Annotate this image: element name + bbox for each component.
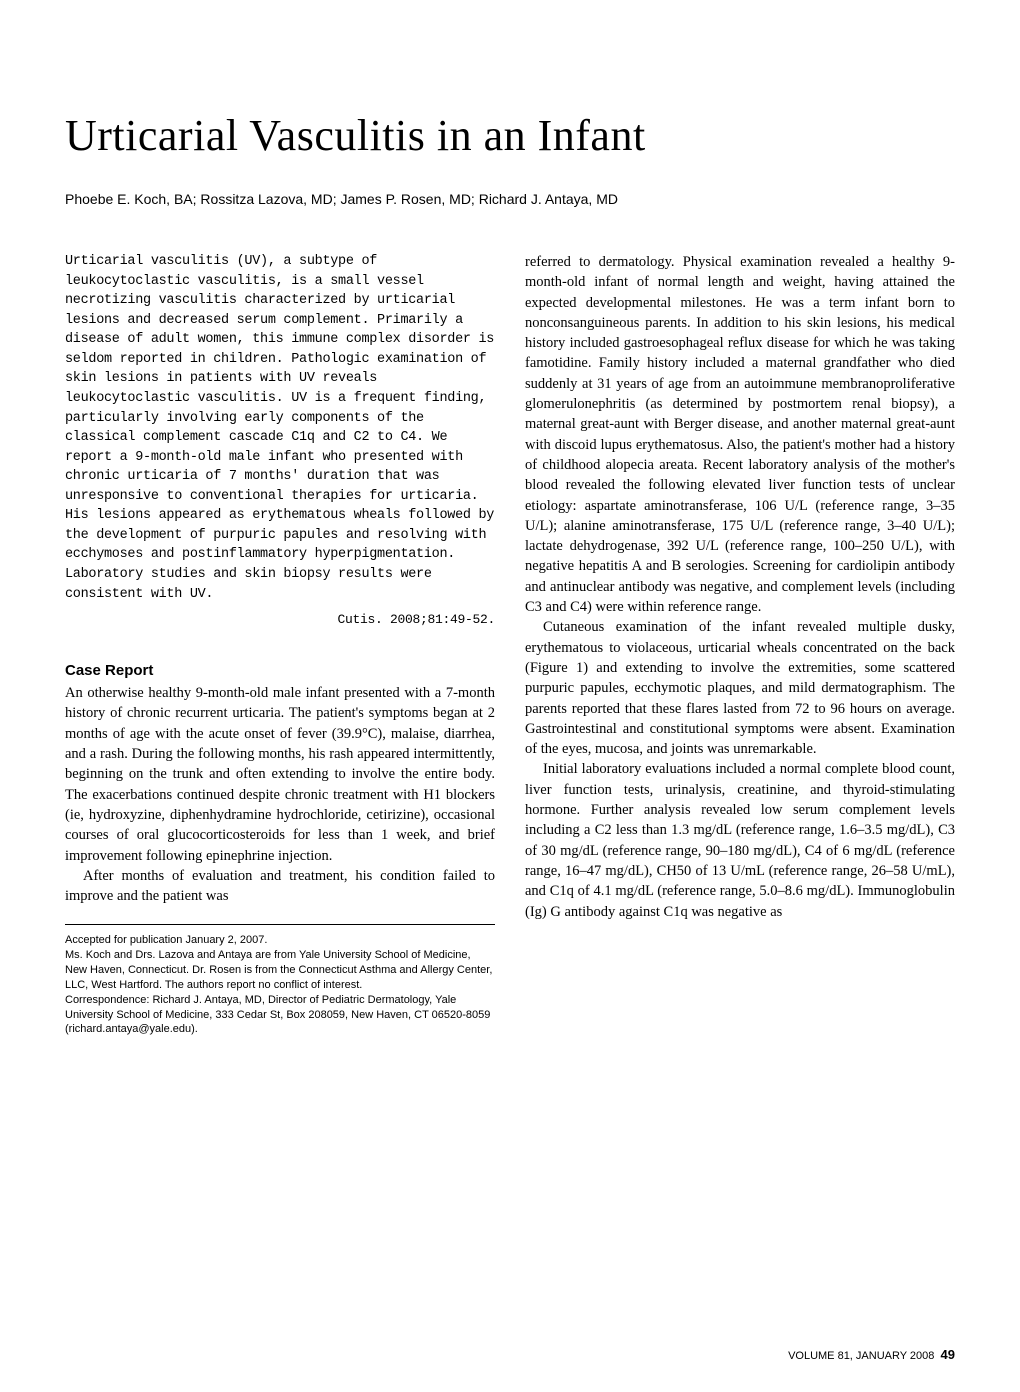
left-body-text: An otherwise healthy 9-month-old male in… — [65, 683, 495, 906]
volume-info: VOLUME 81, JANUARY 2008 — [788, 1350, 934, 1362]
right-paragraph-2: Cutaneous examination of the infant reve… — [525, 617, 955, 759]
right-column: referred to dermatology. Physical examin… — [525, 252, 955, 1037]
article-title: Urticarial Vasculitis in an Infant — [65, 110, 955, 161]
case-report-heading: Case Report — [65, 662, 495, 679]
author-list: Phoebe E. Koch, BA; Rossitza Lazova, MD;… — [65, 191, 955, 207]
abstract-text: Urticarial vasculitis (UV), a subtype of… — [65, 252, 495, 604]
accepted-date: Accepted for publication January 2, 2007… — [65, 933, 495, 948]
page-number: 49 — [941, 1347, 955, 1362]
footer-divider — [65, 924, 495, 925]
page-footer: VOLUME 81, JANUARY 2008 49 — [788, 1347, 955, 1362]
left-column: Urticarial vasculitis (UV), a subtype of… — [65, 252, 495, 1037]
right-paragraph-1: referred to dermatology. Physical examin… — [525, 252, 955, 617]
two-column-content: Urticarial vasculitis (UV), a subtype of… — [65, 252, 955, 1037]
affiliation-text: Ms. Koch and Drs. Lazova and Antaya are … — [65, 948, 495, 993]
right-body-text: referred to dermatology. Physical examin… — [525, 252, 955, 922]
left-paragraph-1: An otherwise healthy 9-month-old male in… — [65, 683, 495, 866]
citation-text: Cutis. 2008;81:49-52. — [65, 612, 495, 627]
right-paragraph-3: Initial laboratory evaluations included … — [525, 759, 955, 921]
footer-info-block: Accepted for publication January 2, 2007… — [65, 933, 495, 1037]
correspondence-text: Correspondence: Richard J. Antaya, MD, D… — [65, 993, 495, 1038]
left-paragraph-2: After months of evaluation and treatment… — [65, 866, 495, 907]
